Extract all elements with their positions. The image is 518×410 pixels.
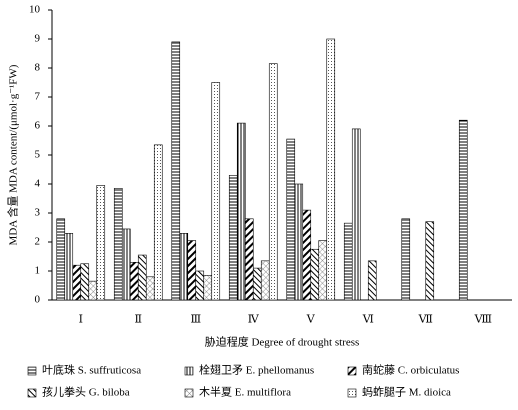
legend-swatch [27, 366, 37, 376]
y-tick-label: 5 [35, 149, 41, 161]
legend-swatch [184, 366, 194, 376]
bar [211, 82, 221, 301]
bar [80, 263, 90, 301]
bar [294, 183, 304, 301]
bar [367, 260, 377, 301]
legend-label: 南蛇藤 C. orbiculatus [362, 363, 459, 377]
legend-swatch [347, 366, 357, 376]
x-tick-label: Ⅷ [474, 314, 492, 326]
x-tick-label: Ⅴ [306, 314, 316, 326]
legend-swatch [347, 388, 357, 398]
bar [56, 218, 66, 301]
bar [343, 222, 353, 301]
legend-label: 蚂蚱腿子 M. dioica [362, 385, 451, 399]
bar [425, 221, 435, 301]
y-tick-label: 10 [29, 4, 41, 16]
bar [244, 218, 254, 301]
bar [310, 248, 320, 301]
y-tick-label: 4 [35, 178, 41, 190]
bar [268, 63, 278, 301]
y-tick-label: 2 [35, 236, 41, 248]
bar [88, 280, 98, 301]
y-tick-label: 0 [35, 294, 41, 306]
bar [260, 260, 270, 301]
bar [121, 228, 131, 301]
legend-label: 叶底珠 S. suffruticosa [42, 363, 141, 377]
y-tick-label: 1 [35, 265, 41, 277]
x-tick-label: Ⅱ [135, 314, 142, 326]
bar [187, 240, 197, 301]
bar [113, 188, 123, 301]
bar [203, 275, 213, 301]
legend-label: 木半夏 E. multiflora [199, 385, 291, 399]
bar [72, 264, 82, 301]
legend-swatch [184, 388, 194, 398]
bar [228, 175, 238, 301]
bar [458, 119, 468, 301]
bar [145, 276, 155, 301]
bar [318, 240, 328, 301]
x-axis-label: 胁迫程度 Degree of drought stress [205, 335, 360, 349]
bar [96, 185, 106, 301]
y-tick-label: 9 [35, 33, 41, 45]
bar [401, 218, 411, 301]
x-tick-label: Ⅰ [79, 314, 83, 326]
y-tick-label: 3 [35, 207, 41, 219]
y-tick-label: 8 [35, 62, 41, 74]
legend-label: 孩儿拳头 G. biloba [42, 385, 130, 399]
bar [351, 128, 361, 301]
x-tick-label: Ⅲ [190, 314, 201, 326]
bar [129, 261, 139, 301]
bar [137, 254, 147, 301]
bar [236, 122, 246, 301]
y-tick-label: 7 [35, 91, 41, 103]
bar [195, 270, 205, 301]
bar [171, 41, 181, 301]
x-tick-label: Ⅶ [418, 314, 433, 326]
y-tick-label: 6 [35, 120, 41, 132]
bar [153, 144, 163, 301]
bar [302, 209, 312, 301]
bar [252, 267, 262, 301]
y-axis-label: MDA 含量 MDA content/(μmol·g⁻¹FW) [6, 64, 20, 245]
bar [326, 38, 336, 301]
x-tick-label: Ⅵ [362, 314, 374, 326]
legend-swatch [27, 388, 37, 398]
bar [286, 138, 296, 301]
x-tick-label: Ⅳ [248, 314, 260, 326]
bar [64, 233, 74, 301]
legend-label: 栓翅卫矛 E. phellomanus [199, 363, 314, 377]
bar [179, 233, 189, 301]
